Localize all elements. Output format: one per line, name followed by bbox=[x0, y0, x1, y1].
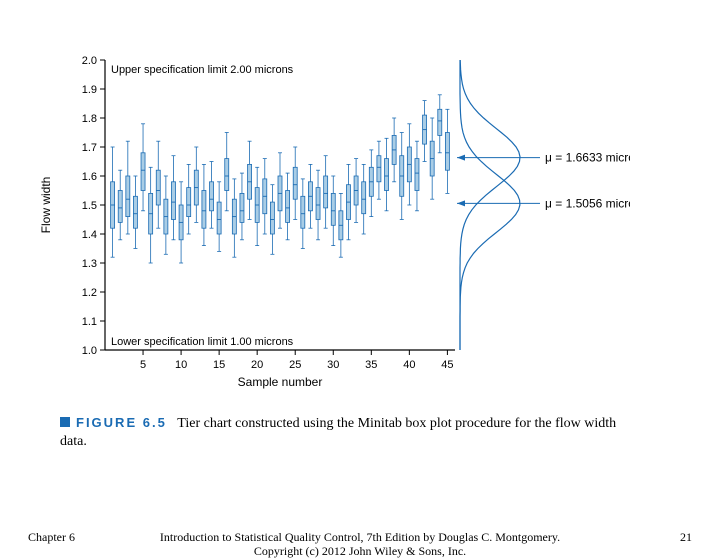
svg-text:15: 15 bbox=[213, 359, 225, 371]
svg-text:Upper specification limit 2.00: Upper specification limit 2.00 microns bbox=[111, 64, 294, 76]
svg-text:25: 25 bbox=[289, 359, 301, 371]
svg-text:1.6: 1.6 bbox=[82, 171, 97, 183]
svg-text:2.0: 2.0 bbox=[82, 55, 97, 67]
svg-text:1.8: 1.8 bbox=[82, 113, 97, 125]
svg-text:1.0: 1.0 bbox=[82, 345, 97, 357]
svg-text:Flow width: Flow width bbox=[39, 177, 53, 234]
svg-text:40: 40 bbox=[403, 359, 415, 371]
svg-text:Lower specification limit 1.00: Lower specification limit 1.00 microns bbox=[111, 336, 294, 348]
svg-text:1.1: 1.1 bbox=[82, 316, 97, 328]
tier-chart: 1.0 1.1 1.2 1.3 1.4 1.5 1.6 1.7 1.8 1.9 2.0 5 10 15 20… bbox=[10, 20, 630, 400]
svg-text:1.2: 1.2 bbox=[82, 287, 97, 299]
svg-text:35: 35 bbox=[365, 359, 377, 371]
caption-square-icon bbox=[60, 417, 70, 427]
svg-text:30: 30 bbox=[327, 359, 339, 371]
svg-text:1.5: 1.5 bbox=[82, 200, 97, 212]
svg-text:5: 5 bbox=[140, 359, 146, 371]
svg-text:1.3: 1.3 bbox=[82, 258, 97, 270]
svg-text:10: 10 bbox=[175, 359, 187, 371]
caption-label: FIGURE 6.5 bbox=[76, 415, 167, 430]
figure-caption: FIGURE 6.5 Tier chart constructed using … bbox=[60, 415, 620, 451]
svg-text:1.9: 1.9 bbox=[82, 84, 97, 96]
footer-citation: Introduction to Statistical Quality Cont… bbox=[0, 530, 720, 559]
svg-text:45: 45 bbox=[441, 359, 453, 371]
svg-text:μ = 1.5056 microns: μ = 1.5056 microns bbox=[545, 196, 630, 210]
footer-page-number: 21 bbox=[680, 530, 692, 545]
svg-text:1.7: 1.7 bbox=[82, 142, 97, 154]
svg-text:1.4: 1.4 bbox=[82, 229, 97, 241]
svg-text:Sample number: Sample number bbox=[238, 375, 323, 389]
svg-text:μ = 1.6633 microns: μ = 1.6633 microns bbox=[545, 151, 630, 165]
svg-text:20: 20 bbox=[251, 359, 263, 371]
